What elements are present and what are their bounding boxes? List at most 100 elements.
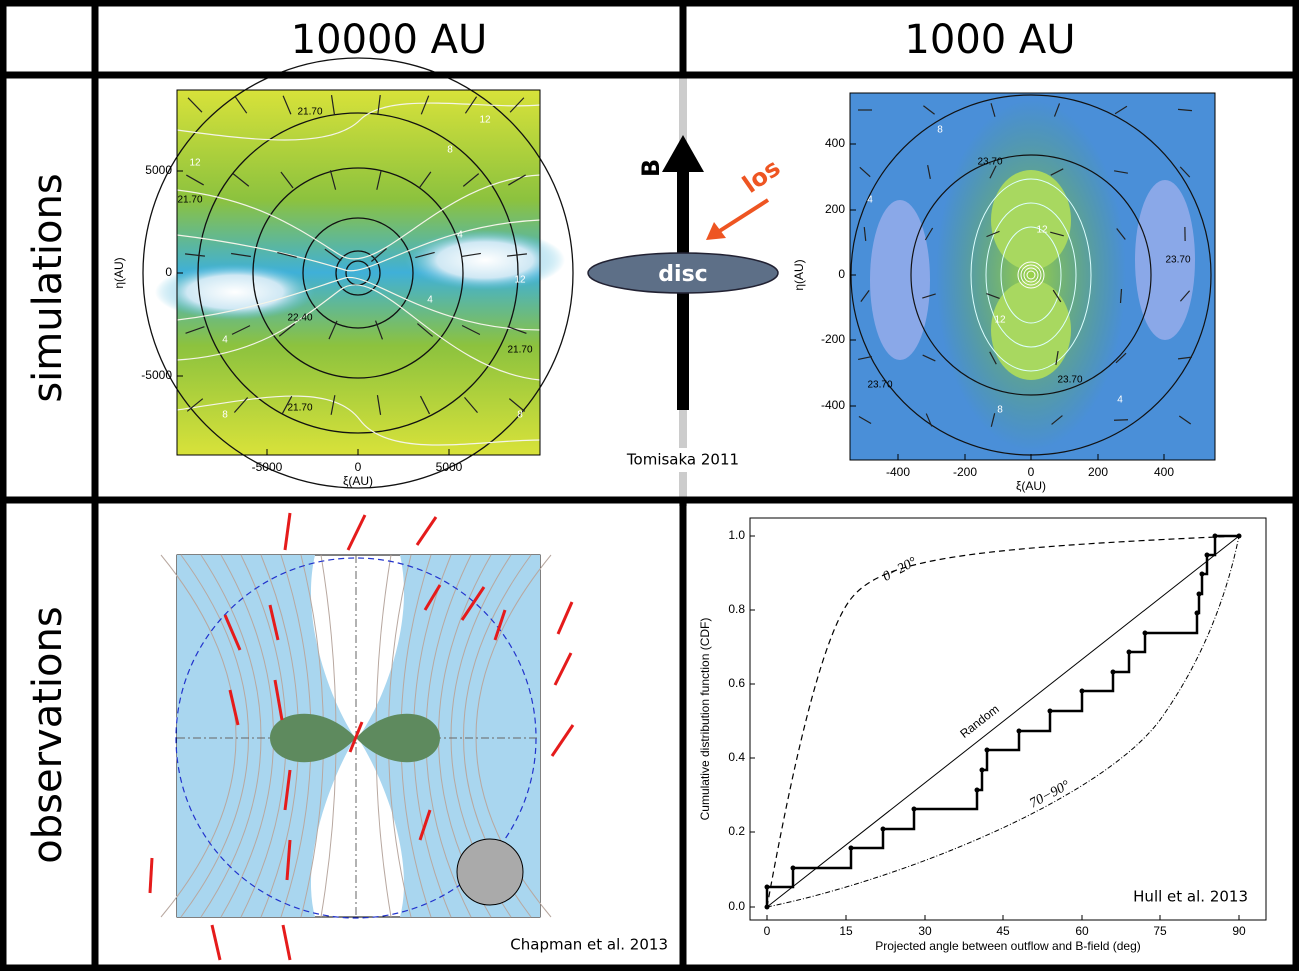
x-tick-label: 400 bbox=[1154, 465, 1174, 479]
line bbox=[280, 171, 294, 189]
cdf-point bbox=[1047, 708, 1053, 714]
contour-label: 12 bbox=[479, 115, 491, 126]
contour-label: 4 bbox=[222, 335, 228, 346]
map-highlight bbox=[405, 230, 565, 290]
map-region bbox=[991, 280, 1071, 380]
x-tick-label: 5000 bbox=[436, 460, 463, 474]
contour-label: 4 bbox=[1117, 395, 1123, 406]
y-tick-label: -200 bbox=[821, 332, 845, 346]
contour bbox=[302, 217, 414, 329]
line bbox=[371, 248, 387, 262]
cdf-point bbox=[974, 787, 980, 793]
cdf-point bbox=[1016, 728, 1022, 734]
line bbox=[1050, 231, 1064, 237]
cdf-point bbox=[1110, 669, 1116, 675]
contour-label: 21.70 bbox=[297, 107, 322, 118]
column-header: 10000 AU bbox=[291, 17, 488, 63]
line bbox=[324, 248, 342, 262]
line bbox=[233, 397, 249, 413]
y-tick-label: -5000 bbox=[141, 368, 172, 382]
line bbox=[423, 584, 442, 611]
credit: Tomisaka 2011 bbox=[626, 451, 739, 469]
contour bbox=[176, 284, 541, 381]
line bbox=[283, 512, 292, 551]
line bbox=[418, 809, 432, 841]
line bbox=[418, 171, 432, 189]
line bbox=[377, 95, 381, 115]
line bbox=[925, 413, 933, 427]
line bbox=[420, 95, 430, 115]
line bbox=[330, 95, 336, 115]
line bbox=[374, 320, 384, 340]
line bbox=[922, 293, 936, 299]
line bbox=[1115, 352, 1127, 364]
line bbox=[281, 395, 293, 415]
line bbox=[1177, 356, 1193, 360]
line bbox=[186, 398, 204, 412]
x-tick-label: 90 bbox=[1232, 924, 1246, 938]
cdf-point bbox=[880, 826, 886, 832]
contour bbox=[985, 202, 1077, 348]
line bbox=[231, 252, 251, 258]
line bbox=[1179, 166, 1191, 178]
line bbox=[493, 609, 507, 641]
line bbox=[415, 251, 435, 259]
field-arrowhead bbox=[662, 135, 704, 172]
contour-label: 23.70 bbox=[1165, 255, 1190, 266]
disc bbox=[587, 252, 779, 294]
y-tick-label: 0.8 bbox=[728, 602, 745, 616]
cdf-point bbox=[1204, 552, 1210, 558]
field-label: B bbox=[637, 159, 665, 177]
cdf-point bbox=[790, 865, 796, 871]
line bbox=[273, 679, 284, 721]
line bbox=[1114, 170, 1128, 174]
line bbox=[1050, 168, 1064, 176]
line bbox=[277, 251, 297, 259]
contour-label: 21.70 bbox=[177, 195, 202, 206]
line bbox=[507, 326, 527, 334]
field-line bbox=[180, 554, 249, 918]
line bbox=[989, 351, 997, 365]
y-tick-label: 0.0 bbox=[728, 899, 745, 913]
contour bbox=[970, 178, 1092, 372]
row-header: observations bbox=[25, 606, 71, 863]
line bbox=[461, 324, 481, 336]
contour-label: 8 bbox=[997, 405, 1003, 416]
contour bbox=[176, 219, 541, 272]
credit-bg bbox=[610, 448, 760, 472]
line bbox=[329, 170, 337, 190]
line bbox=[464, 96, 478, 114]
disc-label: disc bbox=[658, 262, 707, 287]
line bbox=[187, 97, 203, 113]
contour-label: 4 bbox=[427, 295, 433, 306]
line bbox=[464, 397, 478, 413]
x-tick-label: 200 bbox=[1088, 465, 1108, 479]
x-tick-label: 45 bbox=[996, 924, 1010, 938]
contour-label: 12 bbox=[994, 315, 1006, 326]
x-tick-label: 60 bbox=[1075, 924, 1089, 938]
cdf-point bbox=[764, 884, 770, 890]
line bbox=[859, 166, 871, 178]
cdf-point bbox=[984, 747, 990, 753]
line bbox=[863, 226, 867, 242]
line bbox=[924, 227, 934, 241]
line bbox=[553, 652, 573, 686]
line bbox=[858, 415, 872, 425]
contour-label: 23.70 bbox=[867, 380, 892, 391]
cdf-point bbox=[1142, 630, 1148, 636]
cdf-point bbox=[1126, 649, 1132, 655]
line bbox=[986, 293, 1000, 299]
map-region bbox=[936, 100, 1126, 450]
contour bbox=[910, 154, 1152, 396]
cdf-point bbox=[1236, 533, 1242, 539]
map-highlight bbox=[155, 264, 315, 320]
line bbox=[508, 398, 526, 412]
line bbox=[462, 173, 480, 187]
y-axis-label: η(AU) bbox=[112, 257, 126, 288]
contour-label: 21.70 bbox=[507, 345, 532, 356]
line bbox=[186, 174, 204, 186]
contour bbox=[176, 174, 541, 260]
line bbox=[508, 174, 526, 186]
y-tick-label: 0 bbox=[165, 265, 172, 279]
